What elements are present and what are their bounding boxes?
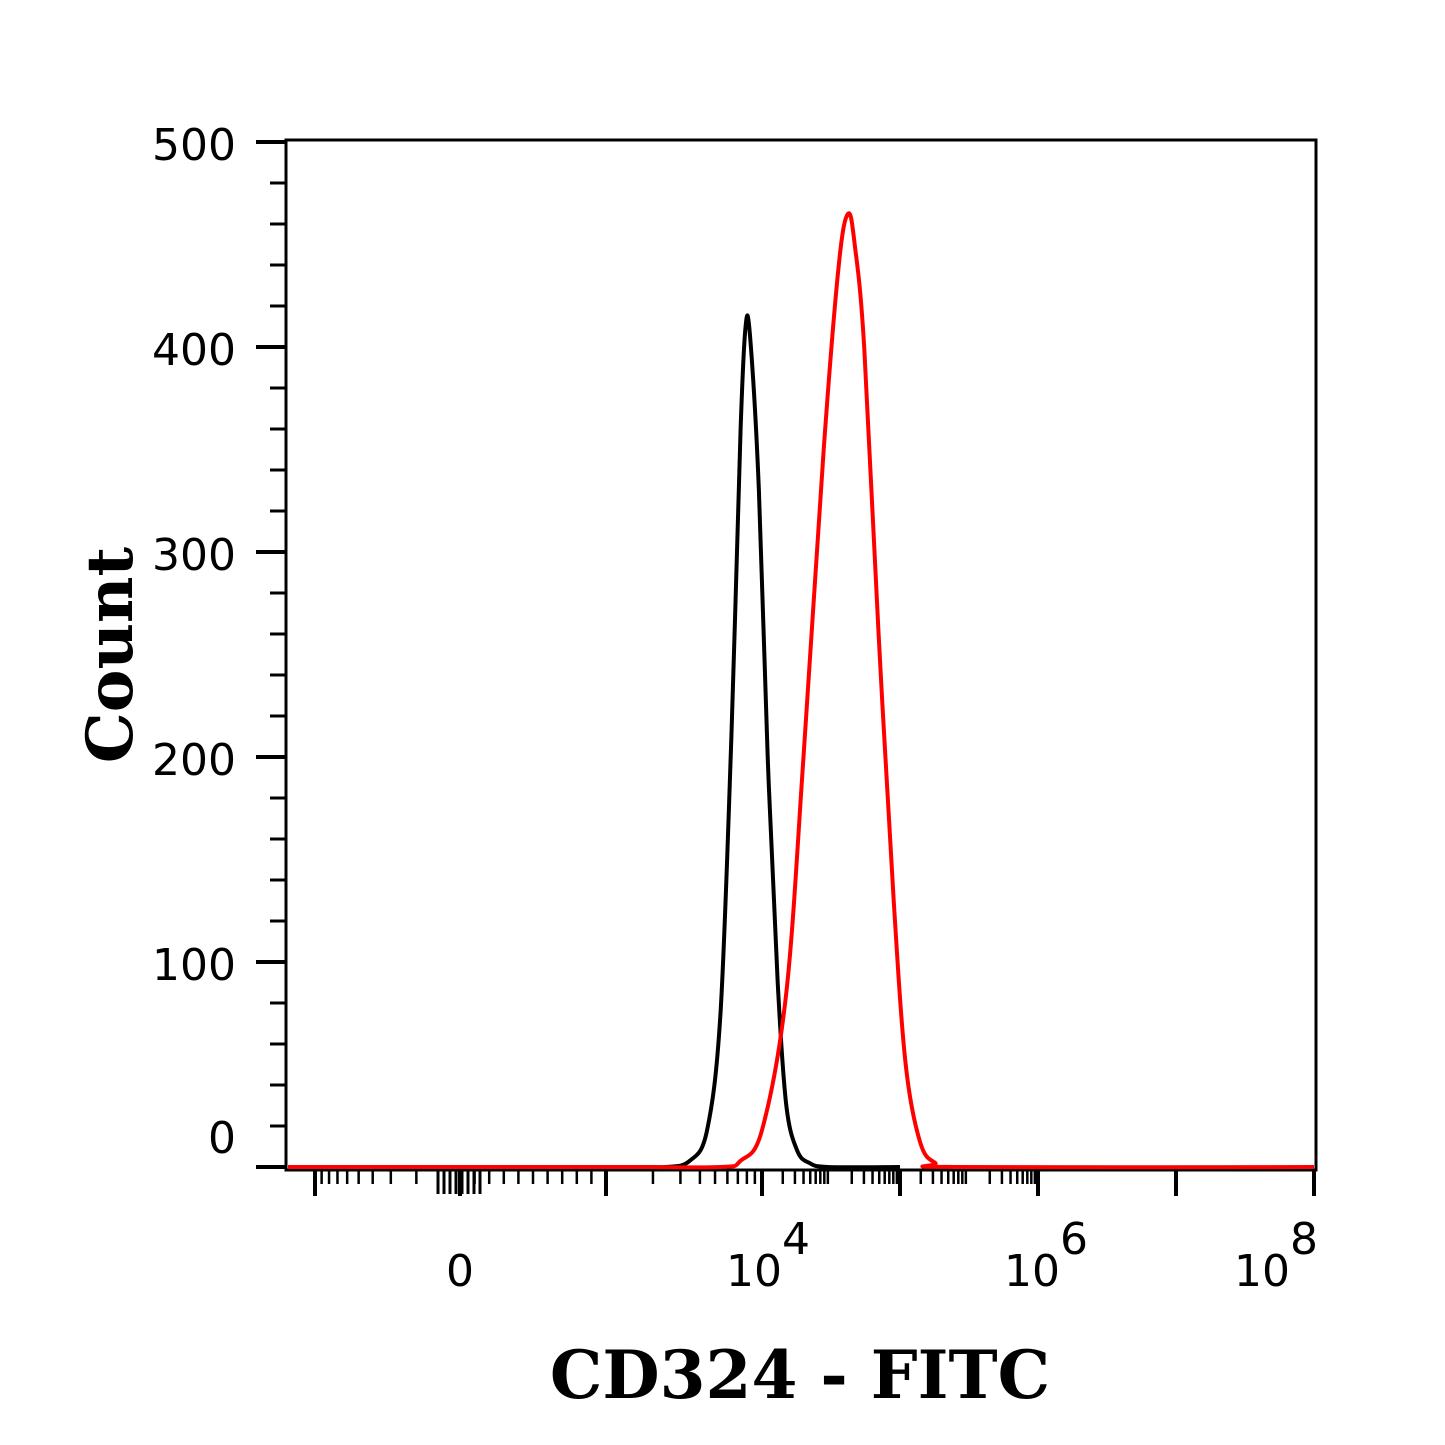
series-layer <box>288 211 1315 1170</box>
y-tick-label: 0 <box>208 1113 236 1164</box>
plot-frame <box>284 138 1318 1172</box>
y-tick-label: 300 <box>152 530 236 581</box>
y-axis-title: Count <box>73 546 148 763</box>
y-tick-label: 400 <box>152 325 236 376</box>
x-axis-title: CD324 - FITC <box>550 1336 1050 1414</box>
y-tick-label: 200 <box>152 735 236 786</box>
x-tick-label: 104 <box>726 1214 810 1297</box>
series-line-red <box>288 211 1315 1170</box>
x-tick-label: 108 <box>1234 1214 1318 1297</box>
x-tick-label: 0 <box>446 1246 474 1297</box>
y-axis: 0 100 200 300 400 500 <box>152 120 286 1169</box>
x-tick-label: 106 <box>1004 1214 1088 1297</box>
y-tick-label: 100 <box>152 940 236 991</box>
y-tick-label: 500 <box>152 120 236 171</box>
x-axis: 0 104 106 108 <box>313 1170 1318 1297</box>
